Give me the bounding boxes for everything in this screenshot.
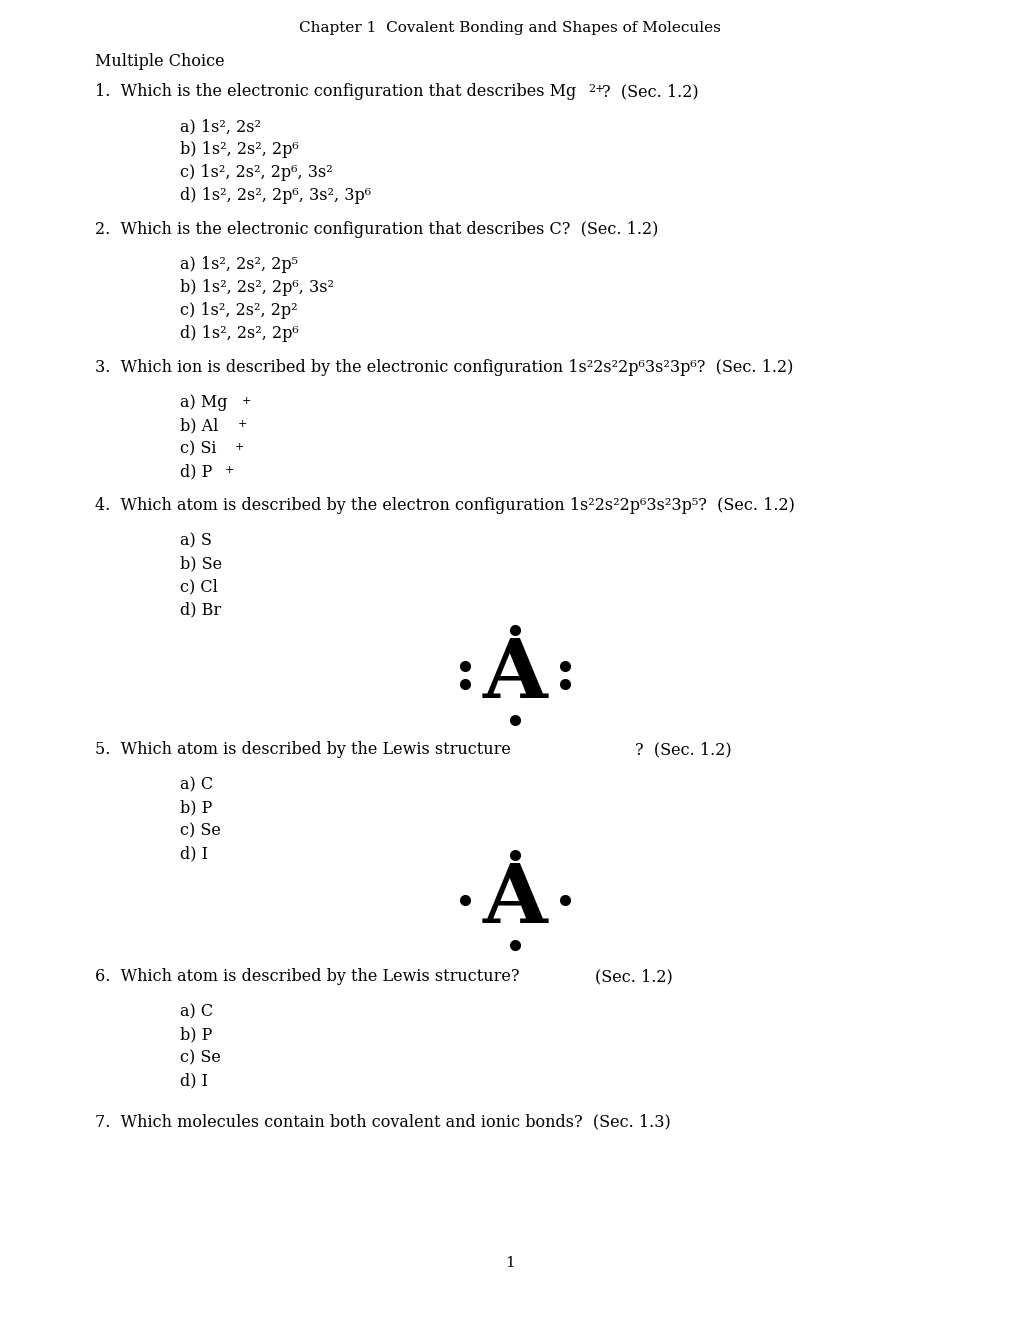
Text: a) 1s², 2s², 2p⁵: a) 1s², 2s², 2p⁵ xyxy=(179,256,298,273)
Text: c) Se: c) Se xyxy=(179,822,221,840)
Text: 5.  Which atom is described by the Lewis structure: 5. Which atom is described by the Lewis … xyxy=(95,741,511,758)
Text: 2+: 2+ xyxy=(587,84,604,94)
Text: d) P: d) P xyxy=(179,463,212,480)
Text: b) Al: b) Al xyxy=(179,417,218,434)
Text: 4.  Which atom is described by the electron configuration 1s²2s²2p⁶3s²3p⁵?  (Sec: 4. Which atom is described by the electr… xyxy=(95,498,794,513)
Text: +: + xyxy=(234,442,245,451)
Text: d) I: d) I xyxy=(179,1072,208,1089)
Text: d) Br: d) Br xyxy=(179,601,221,618)
Text: b) 1s², 2s², 2p⁶: b) 1s², 2s², 2p⁶ xyxy=(179,141,299,158)
Text: (Sec. 1.2): (Sec. 1.2) xyxy=(594,968,673,985)
Text: ?  (Sec. 1.2): ? (Sec. 1.2) xyxy=(601,83,698,100)
Text: a) C: a) C xyxy=(179,776,213,793)
Text: d) 1s², 2s², 2p⁶, 3s², 3p⁶: d) 1s², 2s², 2p⁶, 3s², 3p⁶ xyxy=(179,187,371,205)
Text: b) Se: b) Se xyxy=(179,554,222,572)
Text: A: A xyxy=(482,861,547,940)
Text: d) 1s², 2s², 2p⁶: d) 1s², 2s², 2p⁶ xyxy=(179,325,299,342)
Text: +: + xyxy=(242,396,251,407)
Text: 1: 1 xyxy=(504,1257,515,1270)
Text: b) P: b) P xyxy=(179,1026,212,1043)
Text: A: A xyxy=(482,635,547,715)
Text: a) 1s², 2s²: a) 1s², 2s² xyxy=(179,117,261,135)
Text: c) Se: c) Se xyxy=(179,1049,221,1067)
Text: b) P: b) P xyxy=(179,799,212,816)
Text: Chapter 1  Covalent Bonding and Shapes of Molecules: Chapter 1 Covalent Bonding and Shapes of… xyxy=(299,21,720,36)
Text: a) C: a) C xyxy=(179,1003,213,1020)
Text: a) S: a) S xyxy=(179,532,212,549)
Text: ?  (Sec. 1.2): ? (Sec. 1.2) xyxy=(635,741,731,758)
Text: c) 1s², 2s², 2p⁶, 3s²: c) 1s², 2s², 2p⁶, 3s² xyxy=(179,164,332,181)
Text: b) 1s², 2s², 2p⁶, 3s²: b) 1s², 2s², 2p⁶, 3s² xyxy=(179,279,333,296)
Text: d) I: d) I xyxy=(179,845,208,862)
Text: 7.  Which molecules contain both covalent and ionic bonds?  (Sec. 1.3): 7. Which molecules contain both covalent… xyxy=(95,1113,671,1130)
Text: +: + xyxy=(237,418,248,429)
Text: Multiple Choice: Multiple Choice xyxy=(95,53,224,70)
Text: c) Cl: c) Cl xyxy=(179,578,218,595)
Text: 2.  Which is the electronic configuration that describes C?  (Sec. 1.2): 2. Which is the electronic configuration… xyxy=(95,220,657,238)
Text: 6.  Which atom is described by the Lewis structure?: 6. Which atom is described by the Lewis … xyxy=(95,968,519,985)
Text: 1.  Which is the electronic configuration that describes Mg: 1. Which is the electronic configuration… xyxy=(95,83,576,100)
Text: c) 1s², 2s², 2p²: c) 1s², 2s², 2p² xyxy=(179,302,298,319)
Text: 3.  Which ion is described by the electronic configuration 1s²2s²2p⁶3s²3p⁶?  (Se: 3. Which ion is described by the electro… xyxy=(95,359,793,376)
Text: a) Mg: a) Mg xyxy=(179,393,227,411)
Text: +: + xyxy=(225,465,234,475)
Text: c) Si: c) Si xyxy=(179,440,216,457)
